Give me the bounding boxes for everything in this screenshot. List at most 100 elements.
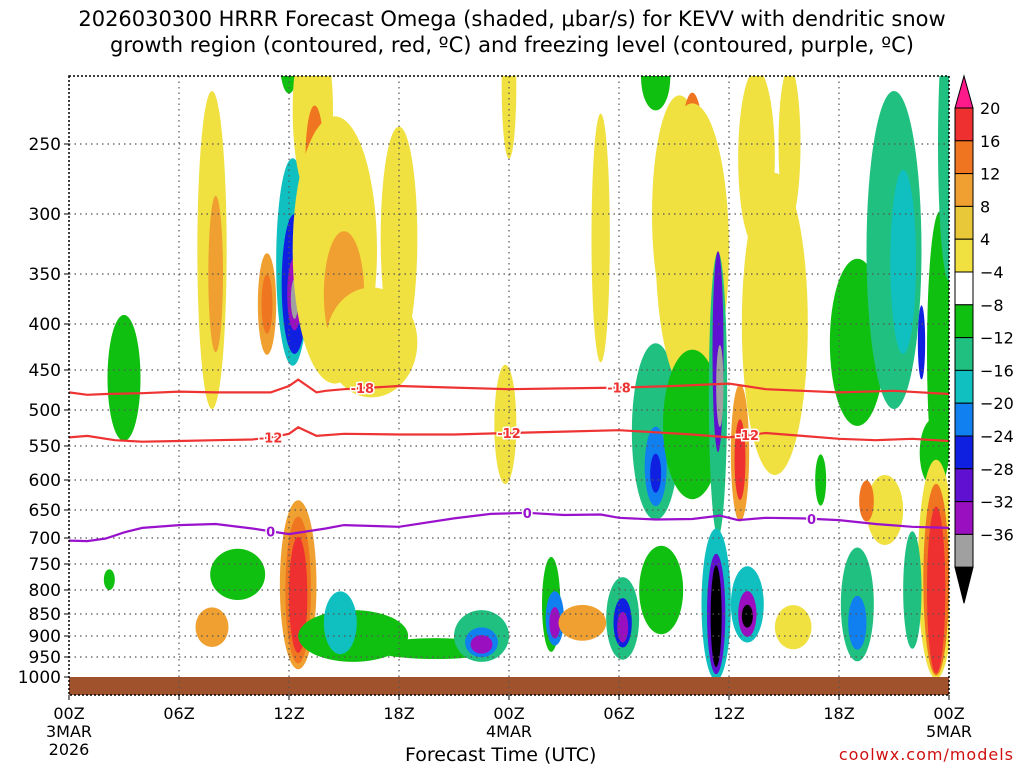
contour-label: -12 [259,431,283,446]
omega-cell [734,419,746,500]
omega-cell [380,126,418,350]
y-tick-label: 300 [29,205,61,225]
plot-frame [68,75,950,696]
colorbar-label: −16 [980,361,1014,380]
y-tick-label: 400 [29,315,61,335]
omega-cell [716,345,724,427]
omega-cell [280,76,298,94]
colorbar-label: −28 [980,460,1014,479]
x-tick-year-label: 2026 [49,740,90,759]
y-axis-pressure-labels: 2503003504004505005506006507007508008509… [18,135,69,688]
contour-label: -18 [351,382,375,397]
omega-cell [261,274,273,334]
colorbar-label: −36 [980,525,1014,544]
colorbar-segment [954,501,974,535]
colorbar-label: −4 [980,263,1004,282]
omega-cell [848,595,867,650]
x-tick-label: 00Z [933,704,964,723]
x-axis-title: Forecast Time (UTC) [405,744,597,766]
contour-label: 0 [807,513,816,528]
omega-cell [741,604,753,628]
colorbar-label: −8 [980,296,1004,315]
colorbar-segment [954,468,974,503]
omega-cell [778,76,801,221]
omega-cell [494,364,517,484]
y-tick-label: 950 [29,648,61,668]
omega-cell [641,76,671,111]
omega-cell [663,349,722,500]
source-credit: coolwx.com/models [838,745,1014,764]
contour-label: -12 [497,427,521,442]
colorbar-segment [954,140,974,175]
x-tick-label: 06Z [163,704,194,723]
contour-line [69,378,949,396]
colorbar-segment [954,402,974,437]
y-tick-label: 650 [29,501,61,521]
y-tick-label: 800 [29,581,61,601]
omega-cell [470,635,493,654]
colorbar-bottom-arrow [954,566,974,604]
temperature-contours: -18 -18 -12 -12 -12 0 0 0 [69,378,949,543]
contour-line [69,511,949,543]
colorbar-segment [954,205,974,240]
omega-cell [591,113,610,363]
omega-cell [617,611,629,643]
omega-cell [927,506,946,674]
omega-cell [289,536,308,653]
omega-cell [815,454,827,506]
x-tick-label: 18Z [383,704,414,723]
x-tick-label: 12Z [713,704,744,723]
omega-colorbar: 20 16 12 8 4 −4 −8 −12 −16 −20 −24 −28 −32 −36 [954,74,1014,604]
x-tick-label: 06Z [603,704,634,723]
x-tick-label: 12Z [273,704,304,723]
colorbar-segment [954,107,974,142]
y-tick-label: 750 [29,555,61,575]
y-tick-label: 450 [29,361,61,381]
colorbar-segment [954,533,974,568]
colorbar-label: 12 [980,165,1000,184]
colorbar-segment [954,435,974,470]
omega-cell [208,195,224,353]
omega-cell [738,76,775,247]
colorbar-label: −24 [980,427,1014,446]
x-tick-date-label: 4MAR [486,722,532,741]
omega-cell [639,545,684,635]
omega-cell [650,453,662,493]
colorbar-label: 8 [980,197,990,216]
omega-cell [501,76,517,159]
y-tick-label: 900 [29,627,61,647]
chart-title-line-2: growth region (contoured, red, ºC) and f… [110,33,914,57]
omega-cell [859,480,874,522]
y-tick-label: 500 [29,401,61,421]
colorbar-label: 4 [980,230,990,249]
y-tick-label: 700 [29,529,61,549]
x-tick-label: 00Z [493,704,524,723]
x-tick-date-label: 5MAR [926,722,972,741]
x-tick-label: 00Z [53,704,84,723]
contour-label: -18 [607,382,631,397]
colorbar-segment [954,173,974,207]
colorbar-label: −12 [980,329,1014,348]
x-tick-label: 18Z [823,704,854,723]
colorbar-label: 20 [980,99,1000,118]
chart-title-line-1: 2026030300 HRRR Forecast Omega (shaded, … [78,7,946,31]
y-tick-label: 550 [29,437,61,457]
colorbar-label: −32 [980,493,1014,512]
omega-cell [323,591,357,655]
omega-cell [558,604,607,641]
contour-label: 0 [523,507,532,522]
y-tick-label: 850 [29,605,61,625]
omega-cell [917,305,926,380]
contour-label: 0 [266,525,275,540]
omega-cell [741,173,808,475]
omega-cell [107,314,141,442]
colorbar-top-arrow [954,74,974,109]
colorbar-segment [954,337,974,371]
contour-line [69,426,949,443]
omega-cell [866,475,904,545]
colorbar-segment [954,238,974,273]
colorbar-label: 16 [980,132,1000,151]
omega-cell [890,169,917,355]
